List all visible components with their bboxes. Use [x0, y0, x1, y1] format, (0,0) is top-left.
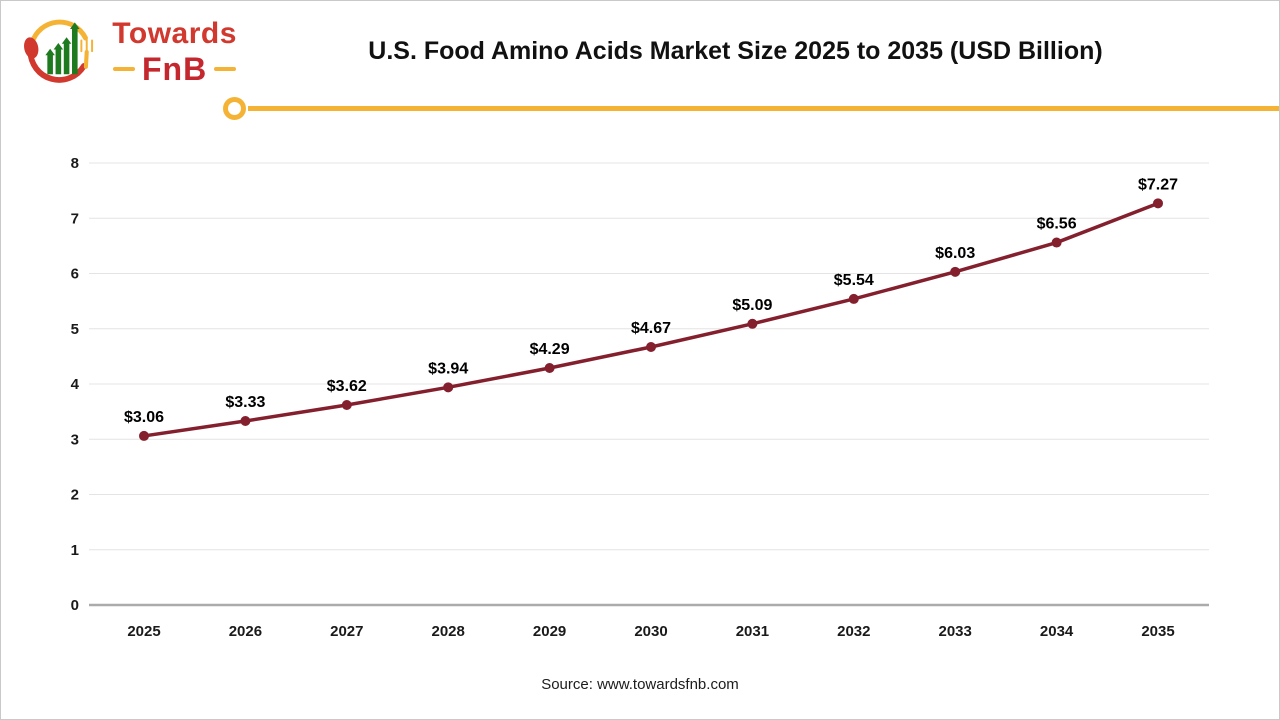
- logo-arc-bottom: [27, 48, 87, 83]
- data-label: $3.06: [124, 409, 164, 426]
- y-tick-label: 8: [71, 155, 79, 172]
- data-point[interactable]: [1051, 237, 1062, 248]
- x-tick-label: 2030: [634, 623, 667, 640]
- source-text: Source: www.towardsfnb.com: [541, 676, 739, 693]
- logo-spoon-icon: [24, 37, 39, 59]
- data-point[interactable]: [443, 382, 454, 393]
- x-tick-label: 2033: [939, 623, 972, 640]
- y-tick-label: 0: [71, 597, 79, 614]
- x-tick-label: 2026: [229, 623, 262, 640]
- divider-ring-icon: [223, 96, 246, 120]
- data-label: $6.03: [935, 245, 975, 262]
- x-tick-label: 2034: [1040, 623, 1074, 640]
- logo-subrow: FnB: [106, 53, 243, 85]
- x-tick-label: 2035: [1141, 623, 1174, 640]
- y-tick-label: 2: [71, 487, 79, 504]
- logo: Towards FnB: [23, 15, 243, 89]
- data-point[interactable]: [139, 430, 149, 441]
- logo-brand-sub: FnB: [142, 51, 208, 87]
- data-label: $5.09: [732, 297, 772, 314]
- x-tick-label: 2025: [127, 623, 160, 640]
- logo-fork-icon: [80, 38, 94, 69]
- data-label: $3.33: [225, 394, 265, 411]
- y-tick-label: 7: [71, 210, 79, 227]
- data-label: $6.56: [1037, 216, 1077, 233]
- data-point[interactable]: [240, 416, 251, 427]
- logo-bar-icon: [53, 42, 64, 75]
- y-tick-label: 5: [71, 321, 79, 338]
- logo-dash-right: [214, 67, 237, 71]
- logo-bar-icon: [45, 48, 55, 75]
- data-point[interactable]: [950, 266, 961, 277]
- data-point[interactable]: [544, 362, 555, 373]
- data-point[interactable]: [1153, 198, 1163, 209]
- x-tick-label: 2027: [330, 623, 363, 640]
- data-label: $7.27: [1138, 176, 1178, 193]
- y-tick-label: 6: [71, 266, 79, 283]
- y-tick-label: 4: [71, 376, 80, 393]
- logo-emblem-icon: [24, 19, 94, 83]
- x-tick-label: 2032: [837, 623, 870, 640]
- data-point[interactable]: [646, 341, 656, 352]
- title-divider: [223, 96, 1279, 120]
- divider-line: [248, 105, 1279, 111]
- data-label: $4.29: [530, 341, 570, 358]
- data-point[interactable]: [341, 399, 352, 410]
- data-label: $4.67: [631, 320, 671, 337]
- logo-brand-name: Towards: [112, 17, 237, 50]
- y-tick-label: 3: [71, 431, 79, 448]
- logo-bar-icon: [61, 37, 72, 75]
- data-label: $5.54: [834, 272, 874, 289]
- logo-text: Towards FnB: [106, 17, 243, 86]
- x-tick-label: 2031: [736, 623, 769, 640]
- x-tick-label: 2028: [432, 623, 465, 640]
- line-chart: 0 1 2 3 4 5 6 7 8 2025 2026 2027 2028 2029 2030 2031 203…: [71, 155, 1209, 640]
- data-label: $3.62: [327, 378, 367, 395]
- y-tick-label: 1: [71, 542, 79, 559]
- logo-arc-top: [29, 19, 88, 46]
- data-label: $3.94: [428, 360, 468, 377]
- logo-bar-icon: [70, 22, 80, 75]
- logo-dash-left: [113, 67, 135, 71]
- data-point[interactable]: [848, 293, 859, 304]
- x-tick-label: 2029: [533, 623, 566, 640]
- chart-title: U.S. Food Amino Acids Market Size 2025 t…: [368, 37, 1103, 65]
- data-point[interactable]: [747, 318, 758, 329]
